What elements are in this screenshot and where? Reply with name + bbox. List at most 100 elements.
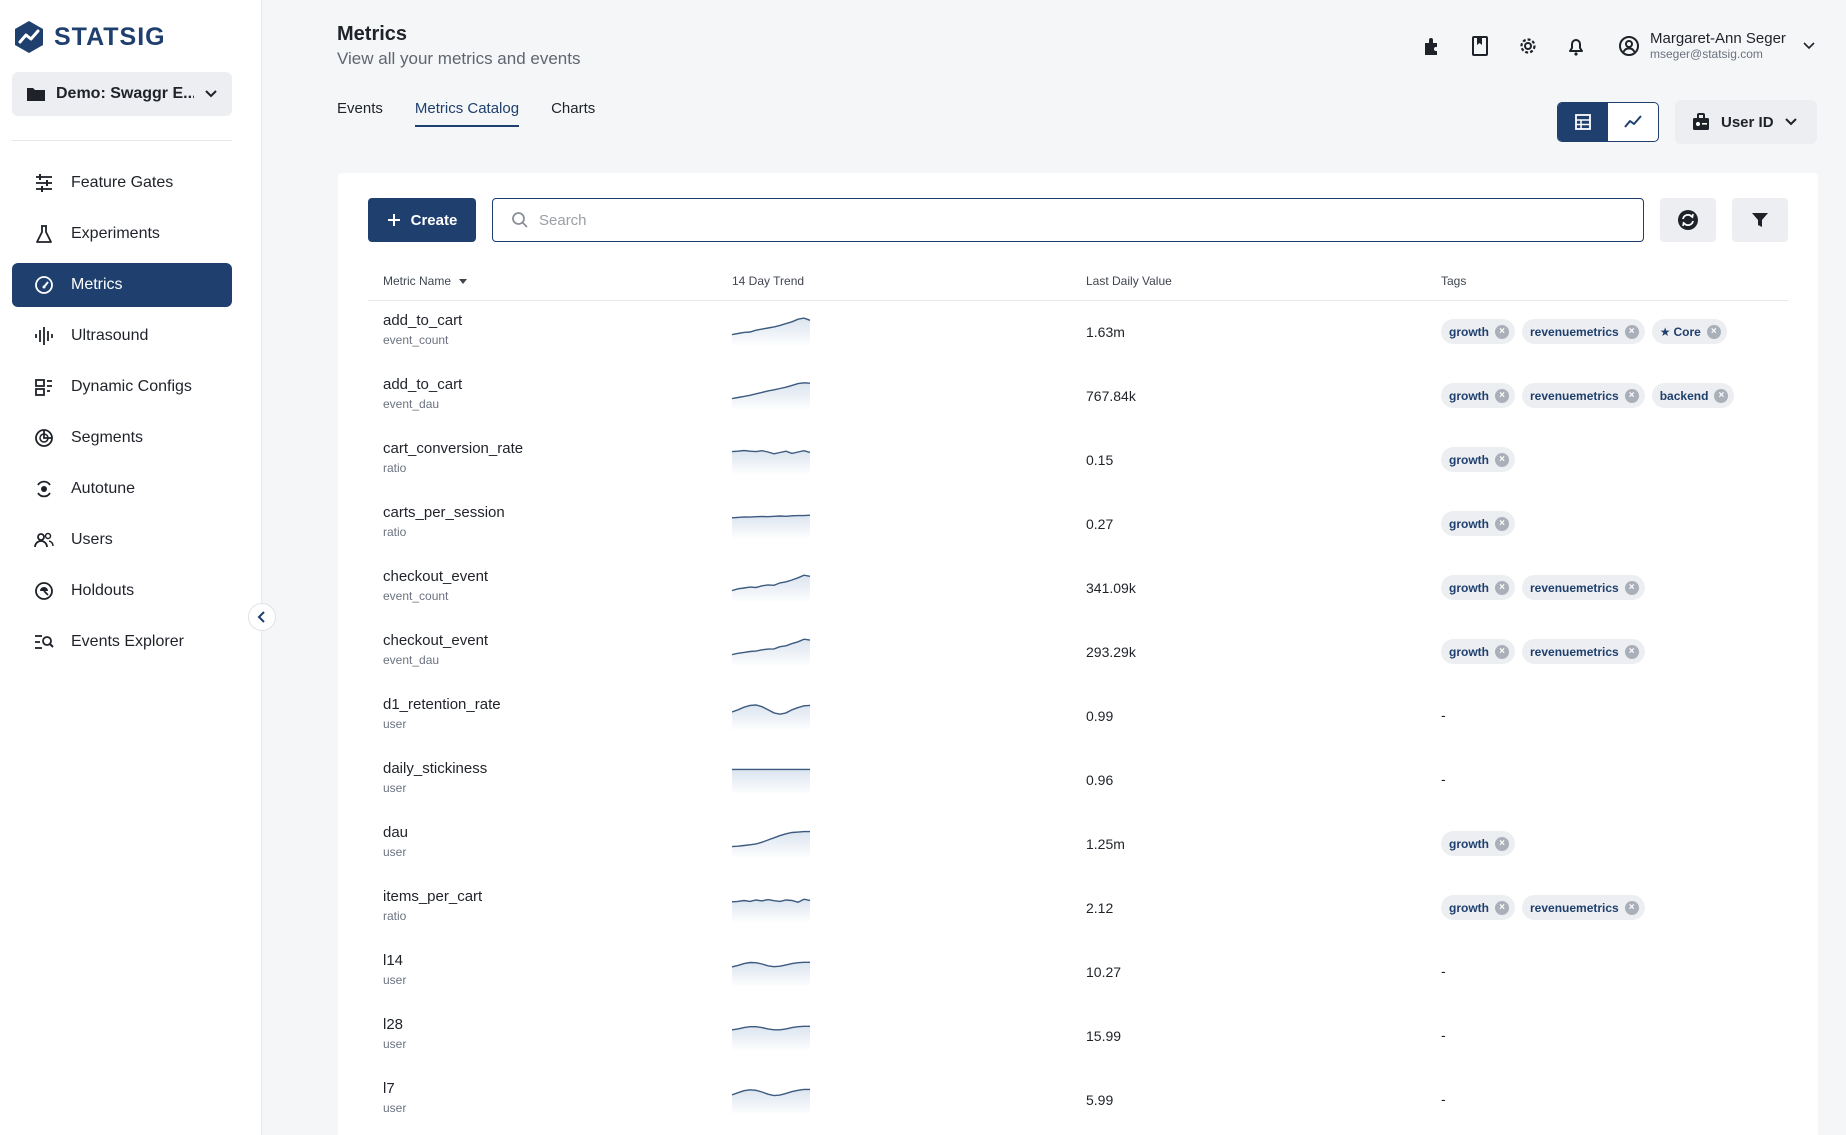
- tag-chip[interactable]: revenuemetrics ×: [1522, 575, 1645, 600]
- table-view-button[interactable]: [1558, 103, 1608, 141]
- remove-tag-icon[interactable]: ×: [1495, 452, 1509, 467]
- metric-name[interactable]: carts_per_session: [383, 504, 505, 521]
- table-row[interactable]: l28 user 15.99 -: [368, 1005, 1788, 1069]
- config-icon: [33, 376, 55, 398]
- docs-book-icon[interactable]: [1468, 34, 1492, 58]
- trend-sparkline: [731, 825, 810, 865]
- tag-label: revenuemetrics: [1530, 388, 1619, 403]
- sidebar-item-ultrasound[interactable]: Ultrasound: [12, 314, 232, 358]
- table-row[interactable]: add_to_cart event_dau 767.84k growth × revenu…: [368, 365, 1788, 429]
- metric-type: event_count: [383, 589, 449, 603]
- tag-chip[interactable]: growth ×: [1441, 511, 1515, 536]
- id-type-selector[interactable]: User ID: [1675, 100, 1817, 144]
- metric-name[interactable]: daily_stickiness: [383, 760, 488, 777]
- plus-icon: [387, 214, 400, 226]
- remove-tag-icon[interactable]: ×: [1624, 900, 1639, 915]
- metric-name[interactable]: l7: [383, 1080, 395, 1097]
- page-subtitle: View all your metrics and events: [337, 49, 581, 68]
- project-selector[interactable]: Demo: Swaggr E...: [12, 72, 232, 116]
- table-row[interactable]: l7 user 5.99 -: [368, 1069, 1788, 1133]
- remove-tag-icon[interactable]: ×: [1714, 388, 1729, 403]
- table-row[interactable]: checkout_event event_count 341.09k growth × r…: [368, 557, 1788, 621]
- tab-charts[interactable]: Charts: [551, 100, 596, 117]
- sidebar-item-label: Users: [71, 531, 113, 548]
- trend-sparkline: [731, 569, 811, 609]
- table-row[interactable]: daily_stickiness user 0.96 -: [368, 749, 1788, 813]
- column-header-metric-name[interactable]: Metric Name: [383, 274, 468, 288]
- sidebar-item-users[interactable]: Users: [12, 518, 232, 562]
- table-row[interactable]: carts_per_session ratio 0.27 growth ×: [368, 493, 1788, 557]
- trend-sparkline: [731, 313, 811, 353]
- sidebar-item-segments[interactable]: Segments: [12, 416, 232, 460]
- remove-tag-icon[interactable]: ×: [1495, 324, 1509, 339]
- metric-name[interactable]: dau: [383, 824, 409, 841]
- sidebar-item-holdouts[interactable]: Holdouts: [12, 569, 232, 613]
- table-row[interactable]: cart_conversion_rate ratio 0.15 growth ×: [368, 429, 1788, 493]
- trend-view-button[interactable]: [1608, 103, 1658, 141]
- metric-name[interactable]: l14: [383, 952, 404, 969]
- search-input[interactable]: [539, 211, 1625, 229]
- create-button[interactable]: Create: [368, 198, 476, 242]
- metric-name[interactable]: cart_conversion_rate: [383, 440, 524, 457]
- remove-tag-icon[interactable]: ×: [1624, 644, 1639, 659]
- metric-name[interactable]: items_per_cart: [383, 888, 483, 905]
- sidebar-item-metrics[interactable]: Metrics: [12, 263, 232, 307]
- sidebar-item-feature-gates[interactable]: Feature Gates: [12, 161, 232, 205]
- remove-tag-icon[interactable]: ×: [1495, 388, 1509, 403]
- tag-chip[interactable]: revenuemetrics ×: [1522, 319, 1645, 344]
- metric-name-cell: l14 user: [383, 952, 406, 988]
- remove-tag-icon[interactable]: ×: [1624, 324, 1639, 339]
- remove-tag-icon[interactable]: ×: [1624, 580, 1639, 595]
- table-row[interactable]: d1_retention_rate user 0.99 -: [368, 685, 1788, 749]
- tag-chip[interactable]: growth ×: [1441, 639, 1515, 664]
- tag-chip[interactable]: growth ×: [1441, 383, 1515, 408]
- remove-tag-icon[interactable]: ×: [1624, 388, 1639, 403]
- tag-chip[interactable]: growth ×: [1441, 447, 1515, 472]
- tag-chip[interactable]: revenuemetrics ×: [1522, 895, 1645, 920]
- collapse-sidebar-button[interactable]: [248, 603, 276, 631]
- tag-chip[interactable]: ★ Core ×: [1651, 319, 1727, 344]
- sidebar-item-dynamic-configs[interactable]: Dynamic Configs: [12, 365, 232, 409]
- trend-sparkline: [731, 377, 811, 417]
- table-row[interactable]: checkout_event event_dau 293.29k growth × rev…: [368, 621, 1788, 685]
- metric-type: user: [383, 1037, 407, 1051]
- metric-name[interactable]: l28: [383, 1016, 404, 1033]
- remove-tag-icon[interactable]: ×: [1706, 324, 1721, 339]
- remove-tag-icon[interactable]: ×: [1495, 900, 1509, 915]
- sidebar-item-experiments[interactable]: Experiments: [12, 212, 232, 256]
- tag-chip[interactable]: growth ×: [1441, 831, 1515, 856]
- tab-metrics-catalog[interactable]: Metrics Catalog: [414, 100, 520, 127]
- statsig-logo[interactable]: STATSIG: [12, 20, 166, 54]
- metric-name[interactable]: checkout_event: [383, 632, 489, 649]
- tag-chip[interactable]: revenuemetrics ×: [1522, 639, 1645, 664]
- sidebar-item-autotune[interactable]: Autotune: [12, 467, 232, 511]
- remove-tag-icon[interactable]: ×: [1495, 580, 1509, 595]
- metric-type: user: [383, 717, 407, 731]
- user-menu[interactable]: Margaret-Ann Seger mseger@statsig.com: [1618, 30, 1816, 61]
- tag-chip[interactable]: growth ×: [1441, 895, 1515, 920]
- tag-chip[interactable]: growth ×: [1441, 319, 1515, 344]
- metric-name-cell: l28 user: [383, 1016, 406, 1052]
- tag-chip[interactable]: backend ×: [1651, 383, 1735, 408]
- settings-gear-icon[interactable]: [1516, 34, 1540, 58]
- sidebar-item-events-explorer[interactable]: Events Explorer: [12, 620, 232, 664]
- remove-tag-icon[interactable]: ×: [1495, 836, 1509, 851]
- table-row[interactable]: dau user 1.25m growth ×: [368, 813, 1788, 877]
- last-daily-value: 1.63m: [1086, 324, 1125, 340]
- notifications-bell-icon[interactable]: [1564, 34, 1588, 58]
- metric-name[interactable]: add_to_cart: [383, 376, 463, 393]
- table-row[interactable]: add_to_cart event_count 1.63m growth × revenu…: [368, 301, 1788, 365]
- tag-chip[interactable]: growth ×: [1441, 575, 1515, 600]
- table-row[interactable]: l14 user 10.27 -: [368, 941, 1788, 1005]
- metric-name[interactable]: d1_retention_rate: [383, 696, 501, 713]
- sync-button[interactable]: [1660, 198, 1716, 242]
- table-row[interactable]: items_per_cart ratio 2.12 growth × revenuemet…: [368, 877, 1788, 941]
- integrations-icon[interactable]: [1420, 34, 1444, 58]
- metric-name[interactable]: add_to_cart: [383, 312, 463, 329]
- remove-tag-icon[interactable]: ×: [1495, 516, 1509, 531]
- remove-tag-icon[interactable]: ×: [1495, 644, 1509, 659]
- tab-events[interactable]: Events: [337, 100, 383, 117]
- tag-chip[interactable]: revenuemetrics ×: [1522, 383, 1645, 408]
- metric-name[interactable]: checkout_event: [383, 568, 489, 585]
- filter-button[interactable]: [1732, 198, 1788, 242]
